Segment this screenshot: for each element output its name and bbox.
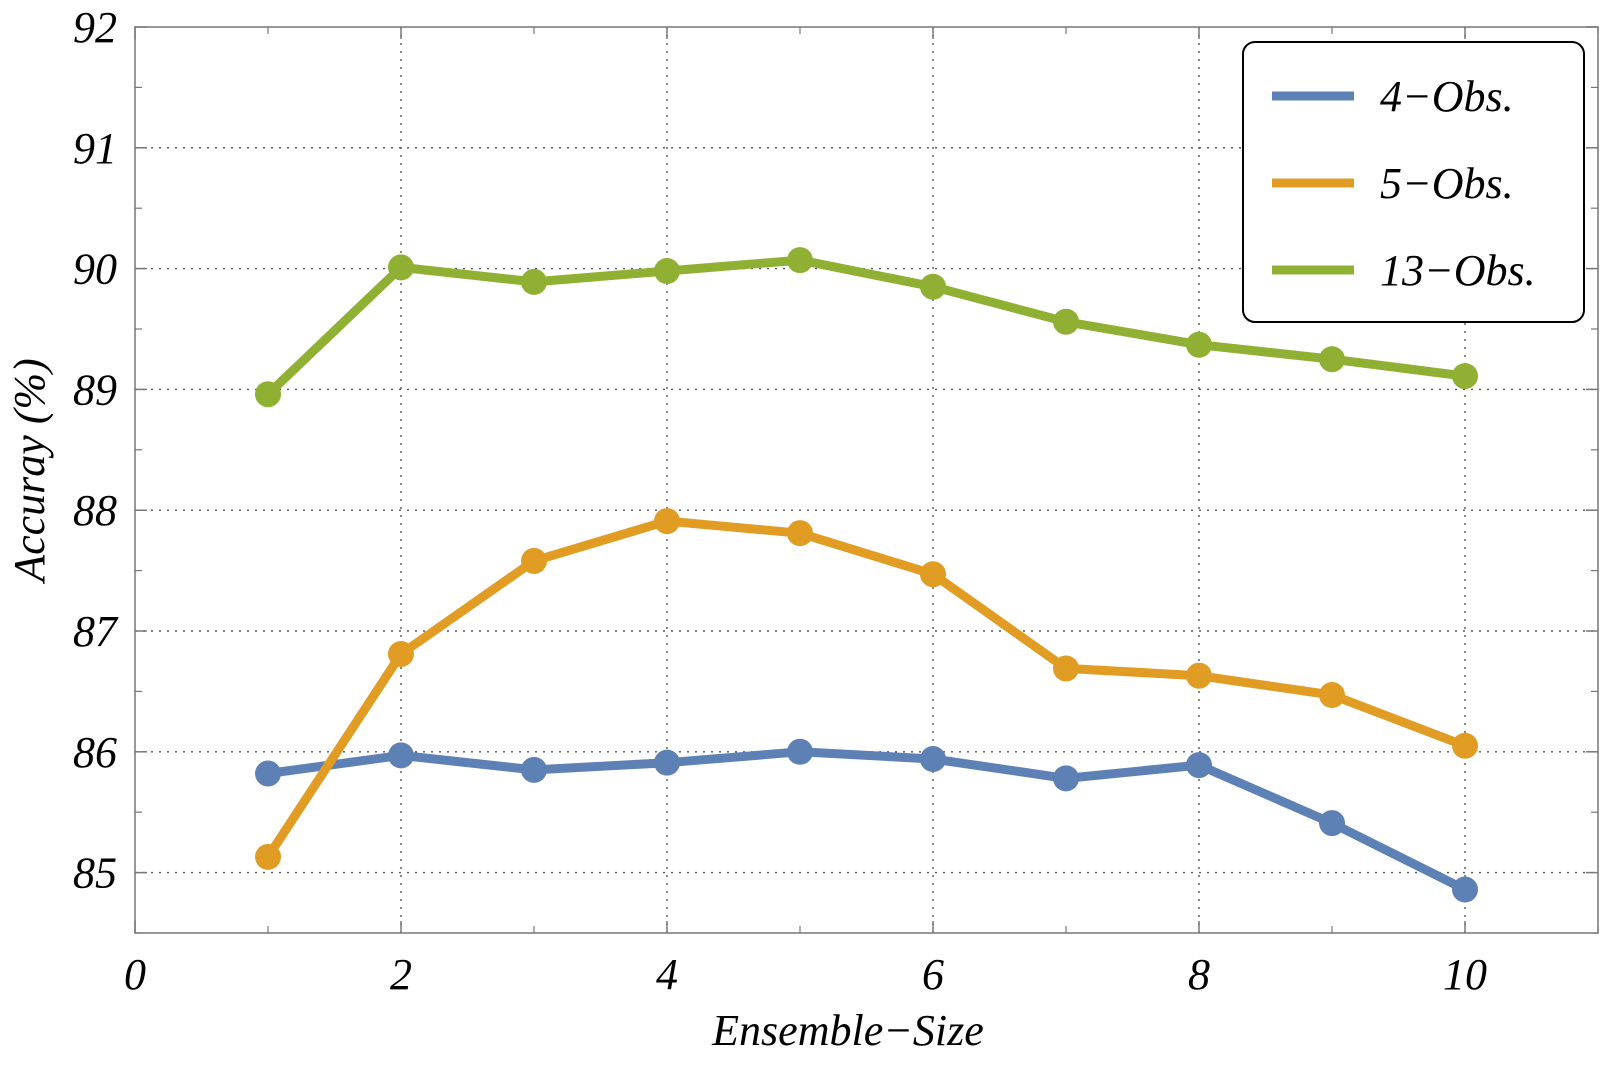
series-points bbox=[255, 247, 1478, 903]
data-point-5-obs-7 bbox=[1053, 655, 1079, 682]
data-point-5-obs-1 bbox=[255, 843, 281, 870]
plot-frame bbox=[134, 26, 1599, 934]
legend-label-4-obs: 4−Obs. bbox=[1380, 72, 1514, 121]
legend-box bbox=[1242, 41, 1585, 323]
data-point-4-obs-5 bbox=[787, 738, 813, 765]
data-point-13-obs-2 bbox=[388, 254, 414, 281]
data-point-5-obs-4 bbox=[654, 508, 680, 535]
data-point-4-obs-9 bbox=[1319, 810, 1345, 837]
legend-label-13-obs: 13−Obs. bbox=[1380, 246, 1536, 295]
series-lines bbox=[263, 255, 1470, 894]
y-tick-label-90: 90 bbox=[73, 245, 117, 294]
series-line-13-obs bbox=[263, 255, 1470, 399]
y-tick-label-92: 92 bbox=[73, 3, 117, 52]
data-point-4-obs-1 bbox=[255, 760, 281, 787]
data-point-4-obs-8 bbox=[1186, 752, 1212, 779]
data-point-13-obs-10 bbox=[1452, 363, 1478, 390]
y-tick-label-91: 91 bbox=[73, 124, 117, 173]
x-tick-label-8: 8 bbox=[1188, 950, 1210, 999]
data-point-4-obs-4 bbox=[654, 749, 680, 776]
data-point-5-obs-9 bbox=[1319, 682, 1345, 709]
axis-ticks bbox=[134, 26, 1599, 934]
data-point-13-obs-5 bbox=[787, 247, 813, 274]
data-point-13-obs-4 bbox=[654, 258, 680, 285]
data-point-4-obs-10 bbox=[1452, 876, 1478, 903]
x-tick-label-2: 2 bbox=[390, 950, 412, 999]
data-point-13-obs-8 bbox=[1186, 331, 1212, 358]
data-point-13-obs-3 bbox=[521, 268, 547, 295]
y-tick-label-85: 85 bbox=[73, 849, 117, 898]
series-line-5-obs bbox=[263, 516, 1470, 862]
data-point-4-obs-6 bbox=[920, 746, 946, 773]
data-point-4-obs-2 bbox=[388, 742, 414, 769]
data-point-5-obs-2 bbox=[388, 640, 414, 667]
legend-label-5-obs: 5−Obs. bbox=[1380, 159, 1514, 208]
y-tick-label-89: 89 bbox=[73, 365, 117, 414]
data-point-13-obs-1 bbox=[255, 381, 281, 408]
x-axis-title: Ensemble−Size bbox=[711, 1006, 984, 1055]
x-tick-label-4: 4 bbox=[656, 950, 678, 999]
data-point-13-obs-6 bbox=[920, 273, 946, 300]
x-tick-label-0: 0 bbox=[124, 950, 146, 999]
y-tick-label-88: 88 bbox=[73, 486, 117, 535]
data-point-4-obs-3 bbox=[521, 756, 547, 783]
y-tick-label-86: 86 bbox=[73, 728, 117, 777]
series-line-4-obs bbox=[263, 747, 1470, 894]
data-point-5-obs-6 bbox=[920, 561, 946, 588]
data-point-5-obs-5 bbox=[787, 520, 813, 547]
x-tick-label-10: 10 bbox=[1443, 950, 1487, 999]
y-tick-label-87: 87 bbox=[73, 607, 119, 656]
data-point-4-obs-7 bbox=[1053, 765, 1079, 792]
y-axis-title: Accuray (%) bbox=[5, 358, 54, 585]
data-point-13-obs-7 bbox=[1053, 308, 1079, 335]
data-point-5-obs-8 bbox=[1186, 662, 1212, 689]
y-tick-labels: 85 86 87 88 89 90 91 92 bbox=[73, 3, 119, 898]
data-point-13-obs-9 bbox=[1319, 346, 1345, 373]
x-tick-label-6: 6 bbox=[922, 950, 944, 999]
legend: 4−Obs. 5−Obs. 13−Obs. bbox=[1242, 41, 1585, 323]
legend-items: 4−Obs. 5−Obs. 13−Obs. bbox=[1272, 72, 1536, 295]
data-point-5-obs-3 bbox=[521, 547, 547, 574]
x-tick-labels: 0 2 4 6 8 10 bbox=[124, 950, 1487, 999]
data-point-5-obs-10 bbox=[1452, 732, 1478, 759]
plot-frame-rect bbox=[134, 26, 1599, 934]
